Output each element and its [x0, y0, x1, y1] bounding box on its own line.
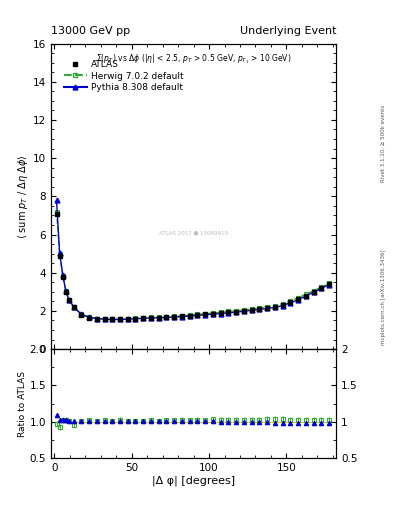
Pythia 8.308 default — [226, 310, 231, 316]
Text: Rivet 3.1.10, ≥ 500k events: Rivet 3.1.10, ≥ 500k events — [381, 105, 386, 182]
Herwig 7.0.2 default — [265, 304, 270, 310]
Herwig 7.0.2 default — [296, 295, 300, 301]
Herwig 7.0.2 default — [203, 311, 208, 317]
Pythia 8.308 default — [125, 316, 130, 322]
Pythia 8.308 default — [280, 303, 285, 309]
Pythia 8.308 default — [118, 316, 122, 323]
Pythia 8.308 default — [327, 282, 331, 288]
Legend: ATLAS, Herwig 7.0.2 default, Pythia 8.308 default: ATLAS, Herwig 7.0.2 default, Pythia 8.30… — [61, 57, 186, 95]
Herwig 7.0.2 default — [180, 313, 184, 319]
Pythia 8.308 default — [187, 313, 192, 319]
Pythia 8.308 default — [195, 312, 200, 318]
Herwig 7.0.2 default — [66, 297, 71, 303]
Pythia 8.308 default — [203, 312, 208, 318]
Herwig 7.0.2 default — [172, 313, 176, 319]
Text: 13000 GeV pp: 13000 GeV pp — [51, 26, 130, 36]
Pythia 8.308 default — [234, 309, 239, 315]
X-axis label: |Δ φ| [degrees]: |Δ φ| [degrees] — [152, 476, 235, 486]
Herwig 7.0.2 default — [61, 272, 65, 279]
Pythia 8.308 default — [249, 307, 254, 313]
Pythia 8.308 default — [180, 313, 184, 319]
Pythia 8.308 default — [265, 305, 270, 311]
Pythia 8.308 default — [110, 316, 115, 323]
Herwig 7.0.2 default — [94, 315, 99, 322]
Herwig 7.0.2 default — [226, 308, 231, 314]
Herwig 7.0.2 default — [164, 313, 169, 319]
Herwig 7.0.2 default — [280, 301, 285, 307]
Pythia 8.308 default — [94, 315, 99, 322]
Pythia 8.308 default — [66, 297, 71, 303]
Herwig 7.0.2 default — [57, 250, 62, 257]
Line: Herwig 7.0.2 default: Herwig 7.0.2 default — [54, 209, 331, 322]
Herwig 7.0.2 default — [118, 316, 122, 322]
Herwig 7.0.2 default — [71, 304, 76, 310]
Herwig 7.0.2 default — [87, 314, 92, 321]
Pythia 8.308 default — [172, 314, 176, 320]
Herwig 7.0.2 default — [195, 311, 200, 317]
Pythia 8.308 default — [319, 285, 324, 291]
Text: ATLAS 2017 ● 13069919: ATLAS 2017 ● 13069919 — [159, 230, 228, 236]
Herwig 7.0.2 default — [133, 315, 138, 321]
Herwig 7.0.2 default — [319, 284, 324, 290]
Herwig 7.0.2 default — [187, 312, 192, 318]
Herwig 7.0.2 default — [257, 305, 262, 311]
Pythia 8.308 default — [149, 315, 153, 321]
Herwig 7.0.2 default — [211, 310, 215, 316]
Herwig 7.0.2 default — [272, 303, 277, 309]
Pythia 8.308 default — [79, 311, 84, 317]
Herwig 7.0.2 default — [249, 306, 254, 312]
Pythia 8.308 default — [288, 300, 293, 306]
Herwig 7.0.2 default — [156, 314, 161, 321]
Text: mcplots.cern.ch [arXiv:1306.3436]: mcplots.cern.ch [arXiv:1306.3436] — [381, 249, 386, 345]
Line: Pythia 8.308 default: Pythia 8.308 default — [54, 198, 331, 322]
Pythia 8.308 default — [257, 306, 262, 312]
Herwig 7.0.2 default — [63, 288, 68, 294]
Pythia 8.308 default — [164, 314, 169, 321]
Pythia 8.308 default — [54, 197, 59, 203]
Herwig 7.0.2 default — [234, 308, 239, 314]
Text: $\Sigma(p_T)$ vs $\Delta\phi$ ($|\eta|$ < 2.5, $p_T$ > 0.5 GeV, $p_{T_1}$ > 10 G: $\Sigma(p_T)$ vs $\Delta\phi$ ($|\eta|$ … — [96, 53, 291, 66]
Pythia 8.308 default — [272, 305, 277, 311]
Y-axis label: Ratio to ATLAS: Ratio to ATLAS — [18, 371, 27, 437]
Pythia 8.308 default — [311, 289, 316, 295]
Pythia 8.308 default — [63, 288, 68, 294]
Pythia 8.308 default — [296, 297, 300, 303]
Y-axis label: $\langle$ sum $p_T$ / $\Delta\eta$ $\Delta\phi\rangle$: $\langle$ sum $p_T$ / $\Delta\eta$ $\Del… — [16, 154, 30, 239]
Pythia 8.308 default — [303, 293, 308, 299]
Pythia 8.308 default — [71, 304, 76, 310]
Herwig 7.0.2 default — [327, 280, 331, 286]
Pythia 8.308 default — [102, 316, 107, 322]
Herwig 7.0.2 default — [242, 307, 246, 313]
Pythia 8.308 default — [242, 308, 246, 314]
Pythia 8.308 default — [141, 315, 145, 322]
Text: Underlying Event: Underlying Event — [239, 26, 336, 36]
Pythia 8.308 default — [61, 271, 65, 278]
Pythia 8.308 default — [156, 315, 161, 321]
Herwig 7.0.2 default — [54, 208, 59, 215]
Herwig 7.0.2 default — [79, 311, 84, 317]
Pythia 8.308 default — [57, 249, 62, 255]
Herwig 7.0.2 default — [303, 291, 308, 297]
Herwig 7.0.2 default — [311, 288, 316, 294]
Pythia 8.308 default — [87, 314, 92, 321]
Herwig 7.0.2 default — [218, 309, 223, 315]
Herwig 7.0.2 default — [149, 314, 153, 321]
Herwig 7.0.2 default — [102, 316, 107, 322]
Herwig 7.0.2 default — [110, 316, 115, 323]
Herwig 7.0.2 default — [125, 316, 130, 322]
Herwig 7.0.2 default — [141, 315, 145, 321]
Pythia 8.308 default — [218, 310, 223, 316]
Herwig 7.0.2 default — [288, 298, 293, 304]
Pythia 8.308 default — [211, 311, 215, 317]
Pythia 8.308 default — [133, 316, 138, 322]
